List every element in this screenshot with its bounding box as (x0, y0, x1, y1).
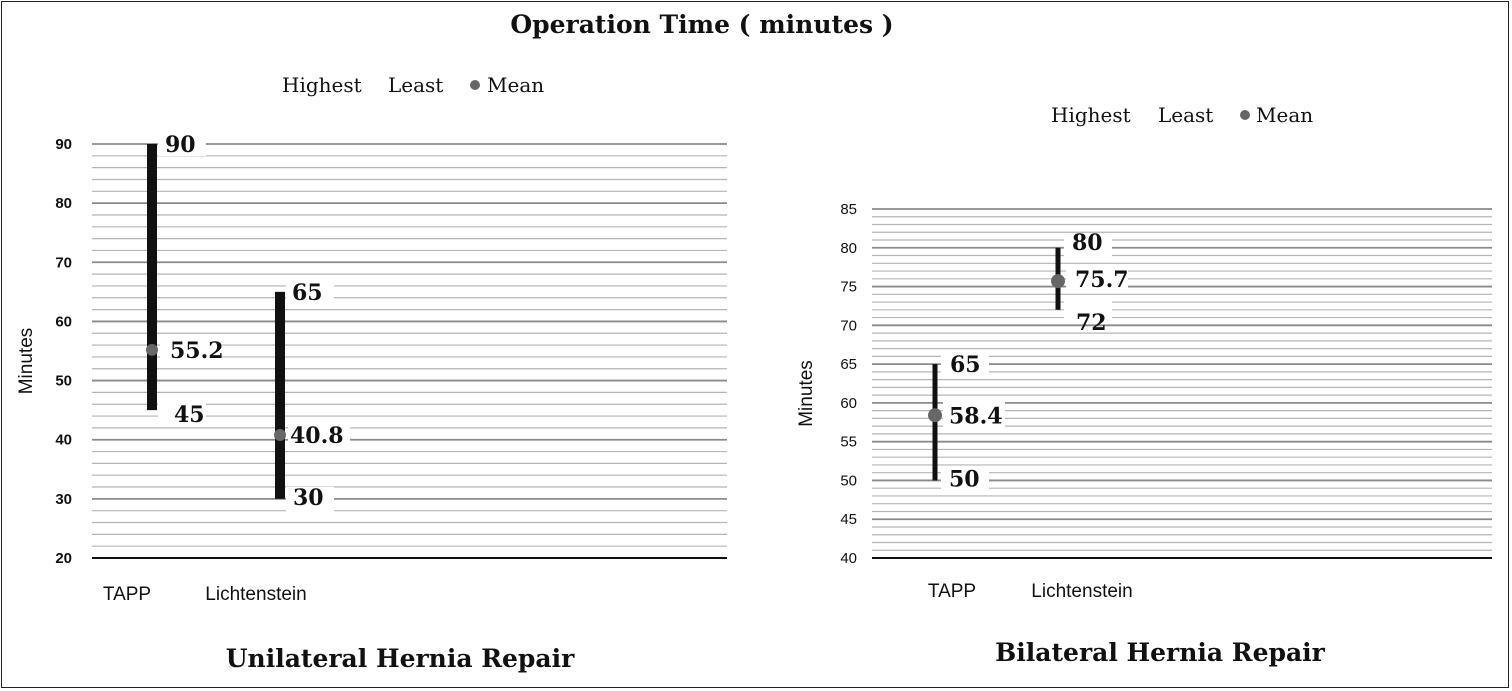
chart1-legend-highest: Highest (282, 73, 362, 97)
chart2-highest-label-0: 65 (950, 352, 981, 378)
chart2-legend-least: Least (1158, 103, 1213, 127)
chart1-highest-label-0: 90 (165, 132, 196, 158)
chart2-least-label-0: 50 (949, 466, 980, 492)
chart1-label-bg (286, 277, 334, 304)
chart2-mean-label-0: 58.4 (949, 403, 1003, 429)
chart2-legend-mean: Mean (1256, 103, 1313, 127)
chart1-y-axis-label: Minutes (16, 328, 37, 395)
chart2-category-label-0: TAPP (928, 581, 976, 602)
chart1-label-bg (288, 420, 350, 447)
chart1-subtitle: Unilateral Hernia Repair (226, 644, 575, 673)
chart1-y-tick-label: 70 (55, 254, 72, 271)
chart2-mean-point-0 (928, 408, 942, 423)
chart1-y-tick-label: 60 (55, 313, 72, 330)
chart2-label-bg (1066, 267, 1128, 294)
chart1-legend-mean-marker (470, 80, 480, 90)
chart2-y-tick-label: 65 (840, 356, 857, 373)
chart2-y-tick-label: 45 (840, 511, 857, 528)
chart2-y-tick-label: 60 (840, 395, 857, 412)
chart2-y-tick-label: 50 (840, 472, 857, 489)
chart1-y-tick-label: 30 (55, 491, 72, 508)
chart2-highest-label-1: 80 (1072, 230, 1103, 256)
chart1-mean-point-0 (146, 343, 158, 356)
chart1-highest-label-1: 65 (292, 280, 323, 306)
chart1-label-bg (158, 398, 206, 425)
chart1-y-tick-label: 80 (55, 195, 72, 212)
chart2-mean-label-1: 75.7 (1075, 267, 1129, 293)
chart2-y-tick-label: 75 (840, 279, 857, 296)
chart2-least-label-1: 72 (1076, 310, 1107, 336)
chart2-subtitle: Bilateral Hernia Repair (995, 638, 1325, 667)
chart1-y-tick-label: 40 (55, 432, 72, 449)
chart1-y-tick-label: 90 (55, 136, 72, 153)
chart2-y-tick-label: 80 (840, 240, 857, 257)
chart2-label-bg (943, 401, 1005, 428)
chart2-label-bg (1064, 297, 1112, 324)
chart1-mean-label-1: 40.8 (290, 423, 344, 449)
figure-title: Operation Time ( minutes ) (510, 10, 894, 39)
chart1-legend-least: Least (388, 73, 443, 97)
chart1-mean-point-1 (274, 428, 286, 441)
chart1-legend-mean: Mean (487, 73, 544, 97)
chart1-mean-label-0: 55.2 (170, 338, 224, 364)
chart2-y-axis-label: Minutes (796, 360, 817, 427)
chart2-y-tick-label: 40 (840, 550, 857, 567)
chart1-label-bg (286, 486, 334, 513)
chart2-y-tick-label: 85 (840, 201, 857, 218)
chart2-label-bg (1064, 233, 1112, 260)
chart1-category-label-1: Lichtenstein (205, 584, 306, 605)
chart1-label-bg (160, 335, 222, 362)
chart1-least-label-0: 45 (174, 402, 205, 428)
chart2-y-tick-label: 70 (840, 317, 857, 334)
chart1-least-label-1: 30 (293, 485, 324, 511)
chart1-range-bar-1 (275, 291, 285, 499)
chart2-label-bg (941, 468, 989, 495)
chart2-legend-highest: Highest (1051, 103, 1131, 127)
chart1-label-bg (158, 130, 206, 156)
chart2-label-bg (941, 350, 989, 377)
chart2-y-tick-label: 55 (840, 434, 857, 451)
chart1-y-tick-label: 50 (55, 373, 72, 390)
chart2-mean-point-1 (1051, 274, 1065, 289)
chart2-category-label-1: Lichtenstein (1031, 581, 1132, 602)
chart2-legend-mean-marker (1240, 110, 1250, 120)
chart1-y-tick-label: 20 (55, 550, 72, 567)
chart1-range-bar-0 (147, 144, 157, 411)
chart1-category-label-0: TAPP (103, 584, 151, 605)
